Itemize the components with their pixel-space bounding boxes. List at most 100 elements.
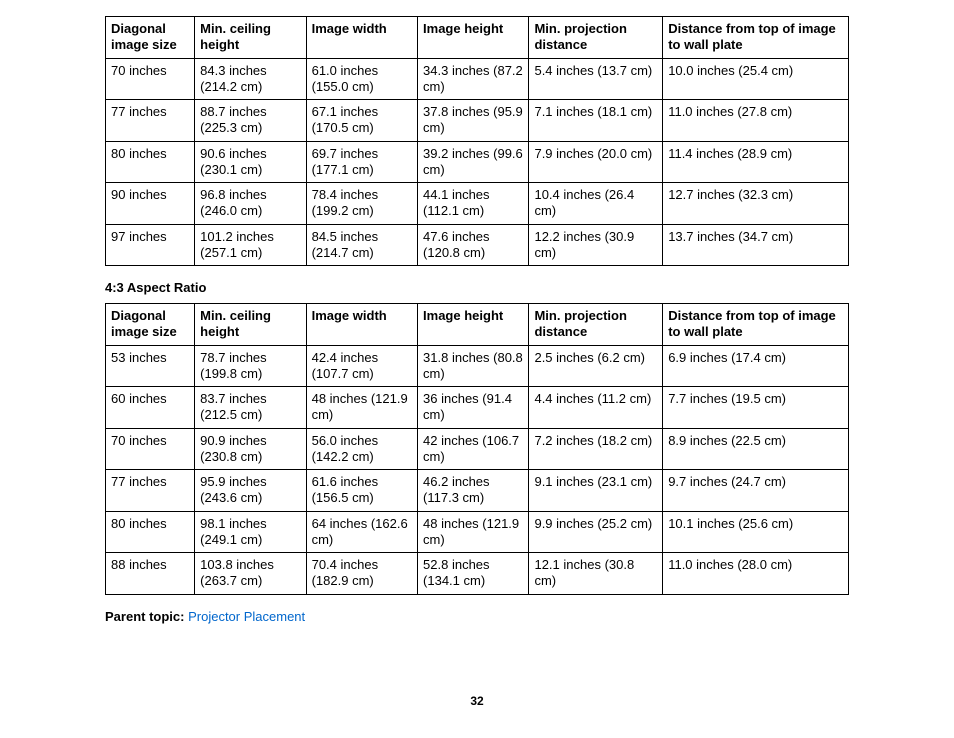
table-cell: 7.2 inches (18.2 cm) xyxy=(529,428,663,470)
page-number: 32 xyxy=(0,694,954,708)
table-cell: 67.1 inches (170.5 cm) xyxy=(306,100,417,142)
col-header: Min. projection distance xyxy=(529,304,663,346)
table-cell: 11.0 inches (27.8 cm) xyxy=(663,100,849,142)
table-cell: 95.9 inches (243.6 cm) xyxy=(195,470,306,512)
col-header: Image width xyxy=(306,17,417,59)
table-cell: 60 inches xyxy=(106,387,195,429)
table-cell: 10.1 inches (25.6 cm) xyxy=(663,511,849,553)
section-heading: 4:3 Aspect Ratio xyxy=(105,280,849,295)
table-cell: 48 inches (121.9 cm) xyxy=(418,511,529,553)
table-row: 97 inches101.2 inches (257.1 cm)84.5 inc… xyxy=(106,224,849,266)
table-cell: 78.4 inches (199.2 cm) xyxy=(306,183,417,225)
table-cell: 6.9 inches (17.4 cm) xyxy=(663,345,849,387)
col-header: Image height xyxy=(418,304,529,346)
table-cell: 10.0 inches (25.4 cm) xyxy=(663,58,849,100)
table-cell: 70 inches xyxy=(106,428,195,470)
table-cell: 13.7 inches (34.7 cm) xyxy=(663,224,849,266)
table-cell: 42.4 inches (107.7 cm) xyxy=(306,345,417,387)
table-cell: 12.2 inches (30.9 cm) xyxy=(529,224,663,266)
table-2: Diagonal image size Min. ceiling height … xyxy=(105,303,849,595)
table-cell: 84.3 inches (214.2 cm) xyxy=(195,58,306,100)
table-cell: 10.4 inches (26.4 cm) xyxy=(529,183,663,225)
table-cell: 7.7 inches (19.5 cm) xyxy=(663,387,849,429)
table-cell: 53 inches xyxy=(106,345,195,387)
table-cell: 103.8 inches (263.7 cm) xyxy=(195,553,306,595)
parent-topic-link[interactable]: Projector Placement xyxy=(188,609,305,624)
col-header: Min. ceiling height xyxy=(195,304,306,346)
table-cell: 64 inches (162.6 cm) xyxy=(306,511,417,553)
table-cell: 46.2 inches (117.3 cm) xyxy=(418,470,529,512)
table-cell: 7.9 inches (20.0 cm) xyxy=(529,141,663,183)
table-cell: 98.1 inches (249.1 cm) xyxy=(195,511,306,553)
table-body: 70 inches84.3 inches (214.2 cm)61.0 inch… xyxy=(106,58,849,266)
document-page: Diagonal image size Min. ceiling height … xyxy=(0,0,954,738)
table-cell: 37.8 inches (95.9 cm) xyxy=(418,100,529,142)
table-cell: 101.2 inches (257.1 cm) xyxy=(195,224,306,266)
table-row: 77 inches88.7 inches (225.3 cm)67.1 inch… xyxy=(106,100,849,142)
table-cell: 84.5 inches (214.7 cm) xyxy=(306,224,417,266)
table-cell: 80 inches xyxy=(106,141,195,183)
table-row: 80 inches90.6 inches (230.1 cm)69.7 inch… xyxy=(106,141,849,183)
table-cell: 2.5 inches (6.2 cm) xyxy=(529,345,663,387)
col-header: Diagonal image size xyxy=(106,17,195,59)
table-cell: 97 inches xyxy=(106,224,195,266)
table-row: 80 inches98.1 inches (249.1 cm)64 inches… xyxy=(106,511,849,553)
table-cell: 90 inches xyxy=(106,183,195,225)
table-cell: 44.1 inches (112.1 cm) xyxy=(418,183,529,225)
table-row: 60 inches83.7 inches (212.5 cm)48 inches… xyxy=(106,387,849,429)
parent-topic-label: Parent topic: xyxy=(105,609,184,624)
table-cell: 70.4 inches (182.9 cm) xyxy=(306,553,417,595)
parent-topic: Parent topic: Projector Placement xyxy=(105,609,849,624)
table-cell: 31.8 inches (80.8 cm) xyxy=(418,345,529,387)
table-cell: 9.1 inches (23.1 cm) xyxy=(529,470,663,512)
table-cell: 88.7 inches (225.3 cm) xyxy=(195,100,306,142)
table-cell: 47.6 inches (120.8 cm) xyxy=(418,224,529,266)
table-cell: 39.2 inches (99.6 cm) xyxy=(418,141,529,183)
table-cell: 77 inches xyxy=(106,100,195,142)
table-cell: 4.4 inches (11.2 cm) xyxy=(529,387,663,429)
table-cell: 8.9 inches (22.5 cm) xyxy=(663,428,849,470)
table-cell: 88 inches xyxy=(106,553,195,595)
table-cell: 11.0 inches (28.0 cm) xyxy=(663,553,849,595)
table-row: 90 inches96.8 inches (246.0 cm)78.4 inch… xyxy=(106,183,849,225)
table-cell: 12.7 inches (32.3 cm) xyxy=(663,183,849,225)
table-cell: 83.7 inches (212.5 cm) xyxy=(195,387,306,429)
table-cell: 36 inches (91.4 cm) xyxy=(418,387,529,429)
table-cell: 80 inches xyxy=(106,511,195,553)
col-header: Image height xyxy=(418,17,529,59)
table-cell: 90.6 inches (230.1 cm) xyxy=(195,141,306,183)
table-row: 77 inches95.9 inches (243.6 cm)61.6 inch… xyxy=(106,470,849,512)
col-header: Diagonal image size xyxy=(106,304,195,346)
col-header: Min. ceiling height xyxy=(195,17,306,59)
col-header: Distance from top of image to wall plate xyxy=(663,304,849,346)
table-cell: 61.6 inches (156.5 cm) xyxy=(306,470,417,512)
table-cell: 9.9 inches (25.2 cm) xyxy=(529,511,663,553)
table-row: 88 inches103.8 inches (263.7 cm)70.4 inc… xyxy=(106,553,849,595)
table-cell: 77 inches xyxy=(106,470,195,512)
table-cell: 34.3 inches (87.2 cm) xyxy=(418,58,529,100)
table-cell: 69.7 inches (177.1 cm) xyxy=(306,141,417,183)
table-cell: 90.9 inches (230.8 cm) xyxy=(195,428,306,470)
table-row: 53 inches78.7 inches (199.8 cm)42.4 inch… xyxy=(106,345,849,387)
table-cell: 9.7 inches (24.7 cm) xyxy=(663,470,849,512)
col-header: Min. projection distance xyxy=(529,17,663,59)
table-body: 53 inches78.7 inches (199.8 cm)42.4 inch… xyxy=(106,345,849,594)
table-cell: 5.4 inches (13.7 cm) xyxy=(529,58,663,100)
table-cell: 96.8 inches (246.0 cm) xyxy=(195,183,306,225)
table-cell: 7.1 inches (18.1 cm) xyxy=(529,100,663,142)
col-header: Image width xyxy=(306,304,417,346)
table-cell: 52.8 inches (134.1 cm) xyxy=(418,553,529,595)
table-cell: 78.7 inches (199.8 cm) xyxy=(195,345,306,387)
table-cell: 61.0 inches (155.0 cm) xyxy=(306,58,417,100)
table-cell: 11.4 inches (28.9 cm) xyxy=(663,141,849,183)
table-cell: 42 inches (106.7 cm) xyxy=(418,428,529,470)
table-1: Diagonal image size Min. ceiling height … xyxy=(105,16,849,266)
table-cell: 56.0 inches (142.2 cm) xyxy=(306,428,417,470)
table-row: 70 inches90.9 inches (230.8 cm)56.0 inch… xyxy=(106,428,849,470)
table-cell: 48 inches (121.9 cm) xyxy=(306,387,417,429)
table-row: 70 inches84.3 inches (214.2 cm)61.0 inch… xyxy=(106,58,849,100)
table-header-row: Diagonal image size Min. ceiling height … xyxy=(106,304,849,346)
table-cell: 12.1 inches (30.8 cm) xyxy=(529,553,663,595)
table-header-row: Diagonal image size Min. ceiling height … xyxy=(106,17,849,59)
table-cell: 70 inches xyxy=(106,58,195,100)
